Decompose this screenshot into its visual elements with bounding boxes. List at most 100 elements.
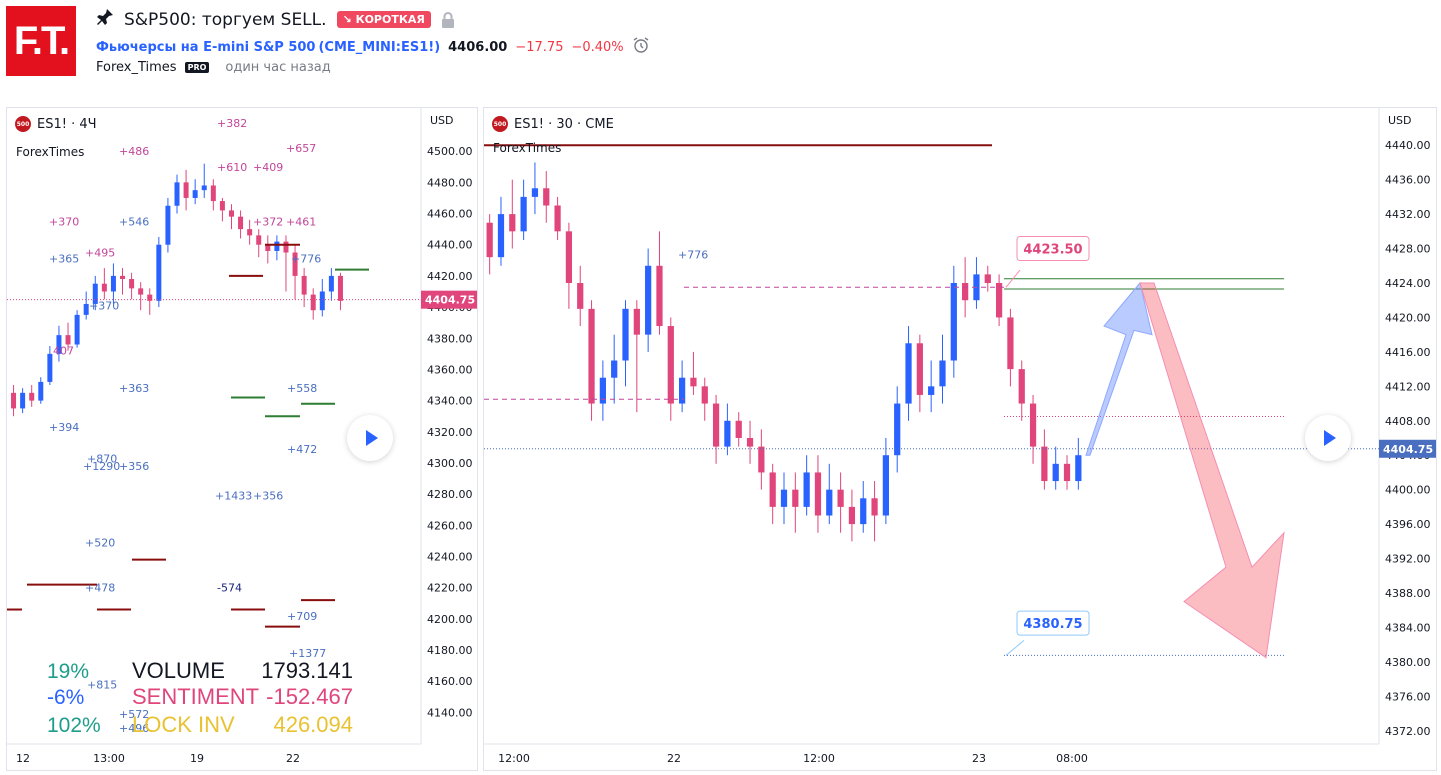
chart-30m-canvas[interactable]: USD 4440.00 4436.00 4432.00 4428.00 4424.00 44… [484, 108, 1436, 770]
indicator-value-label: +1290 [83, 460, 120, 473]
candle-body [310, 294, 316, 311]
y-tick-label: 4160.00 [427, 675, 473, 688]
candle-body [328, 275, 334, 292]
candle-body [769, 472, 776, 507]
author-row: Forex_Times PRO один час назад [96, 60, 331, 75]
candle-body [667, 326, 674, 404]
y-tick-label: 4480.00 [427, 176, 473, 189]
callout-pointer [1005, 269, 1021, 288]
candle-body [265, 244, 271, 251]
candle-body [101, 283, 107, 292]
play-button-4h[interactable] [347, 415, 393, 461]
indicator-value-label: +486 [119, 145, 149, 158]
candle-body [735, 420, 742, 438]
candle-body [83, 303, 89, 315]
candle-body [274, 241, 280, 251]
y-tick-label: 4240.00 [427, 551, 473, 564]
indicator-value-label: +478 [85, 582, 115, 595]
x-tick-label: 22 [286, 752, 300, 765]
candle-body [565, 231, 573, 283]
candle-body [1029, 403, 1037, 447]
last-price-label: 4404.75 [1383, 443, 1433, 456]
indicator-value-label: -574 [217, 582, 242, 595]
y-tick-label: 4320.00 [427, 426, 473, 439]
y-tick-label: 4220.00 [427, 582, 473, 595]
candle-body [1052, 463, 1059, 482]
indicator-value-label: +870 [87, 452, 117, 465]
candle-body [803, 472, 810, 507]
x-tick-label: 12:00 [803, 752, 835, 765]
candle-body [1018, 369, 1025, 404]
chart-4h-canvas[interactable]: USD 4500.00 4480.00 4460.00 4440.00 4420.00 44… [7, 108, 477, 770]
candle-body [916, 343, 923, 395]
candle-body [110, 275, 116, 292]
candle-body [860, 498, 867, 525]
candle-body [147, 294, 153, 301]
resistance-callout-box [1016, 236, 1090, 262]
candle-body [20, 392, 26, 409]
candle-body [599, 377, 606, 404]
price-axis-currency: USD [430, 114, 454, 127]
play-button-30m[interactable] [1305, 415, 1351, 461]
stat-percent: 19% [47, 660, 89, 683]
indicator-value-label: +657 [286, 142, 316, 155]
indicator-value-label: +495 [85, 247, 115, 260]
idea-title: S&P500: торгуем SELL. [124, 9, 327, 30]
candle-body [611, 360, 618, 378]
candle-body [486, 222, 493, 258]
instrument-name[interactable]: Фьючерсы на E-mini S&P 500 [96, 39, 316, 55]
short-badge: ↘ КОРОТКАЯ [336, 11, 431, 28]
instrument-ticker[interactable]: (CME_MINI:ES1!) [318, 39, 441, 55]
indicator-value-label: +520 [85, 536, 115, 549]
chart-4h-symbol: ES1! · 4Ч [37, 116, 97, 132]
candle-body [29, 392, 35, 401]
logo-text: F.T. [13, 18, 70, 63]
candle-body [1041, 446, 1048, 482]
pin-icon [96, 8, 114, 31]
chart-panel-4h[interactable]: USD 4500.00 4480.00 4460.00 4440.00 4420.00 44… [6, 107, 478, 771]
y-tick-label: 4384.00 [1385, 621, 1431, 634]
candle-body [129, 279, 135, 289]
chart-panel-30m[interactable]: USD 4440.00 4436.00 4432.00 4428.00 4424.00 44… [483, 107, 1437, 771]
price-change-pct: −0.40% [571, 39, 624, 55]
chart-4h-indicator: ForexTimes [16, 145, 85, 159]
candle-body [995, 283, 1003, 318]
candle-body [588, 308, 595, 404]
y-tick-label: 4428.00 [1385, 243, 1431, 256]
pro-badge: PRO [184, 62, 210, 73]
alarm-clock-icon[interactable] [632, 36, 650, 58]
symbol-info-row: Фьючерсы на E-mini S&P 500 (CME_MINI:ES1… [96, 36, 650, 58]
candle-body [92, 283, 98, 304]
y-tick-label: 4380.00 [1385, 656, 1431, 669]
projection-arrow-up [1085, 281, 1153, 456]
candle-body [228, 210, 234, 217]
publish-time: один час назад [225, 60, 331, 75]
candle-body [56, 335, 62, 354]
candle-body [837, 489, 844, 507]
y-tick-label: 4260.00 [427, 519, 473, 532]
stat-label: VOLUME [132, 658, 225, 683]
candle-body [690, 377, 697, 387]
candle-body [283, 241, 289, 253]
last-price-label: 4404.75 [425, 294, 475, 307]
y-tick-label: 4388.00 [1385, 587, 1431, 600]
y-tick-label: 4420.00 [1385, 311, 1431, 324]
forextimes-logo: F.T. [6, 6, 76, 76]
candle-body [882, 455, 889, 516]
candle-body [1007, 317, 1014, 370]
resistance-callout-label: 4423.50 [1023, 243, 1082, 258]
candle-body [792, 489, 799, 507]
indicator-value-label: +1377 [289, 647, 326, 660]
y-tick-label: 4180.00 [427, 644, 473, 657]
y-tick-label: 4200.00 [427, 613, 473, 626]
candle-body [950, 283, 957, 361]
author-name[interactable]: Forex_Times [96, 60, 177, 75]
indicator-value-label: +776 [291, 253, 321, 266]
candle-body [577, 283, 584, 309]
target-callout-label: 4380.75 [1023, 617, 1082, 632]
y-tick-label: 4424.00 [1385, 277, 1431, 290]
indicator-value-label: +394 [49, 421, 79, 434]
indicator-value-label: +815 [87, 678, 117, 691]
sp500-icon: 500 [15, 116, 31, 132]
indicator-value-label: +546 [119, 215, 149, 228]
